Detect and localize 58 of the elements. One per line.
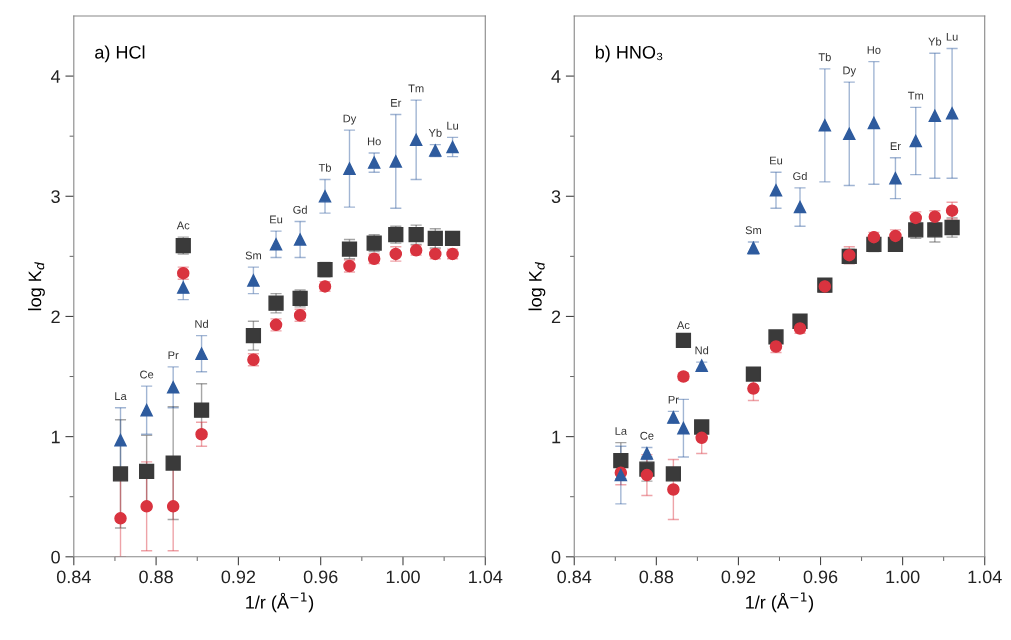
y-tick-label: 0 bbox=[51, 550, 60, 564]
x-tick-label: 0.96 bbox=[803, 570, 838, 584]
annotation: Lu bbox=[447, 121, 459, 130]
annotation: Yb bbox=[428, 128, 442, 137]
y-tick-label: 4 bbox=[551, 70, 561, 83]
annotation: Gd bbox=[793, 171, 807, 181]
annotation: Lu bbox=[946, 32, 958, 41]
annotation: Dy bbox=[343, 114, 357, 125]
annotation: Sm bbox=[245, 251, 262, 260]
annotation: Er bbox=[391, 99, 402, 107]
text: b) HNO₃ bbox=[595, 45, 663, 63]
annotation: Tm bbox=[907, 91, 924, 100]
annotation: La bbox=[615, 427, 628, 435]
y-tick-label: 3 bbox=[51, 190, 60, 203]
y-tick-label: 2 bbox=[551, 310, 561, 323]
x-axis-title: 1/r (Å$^{−1}$) bbox=[246, 592, 314, 613]
x-tick-label: 0.96 bbox=[303, 570, 338, 584]
x-tick-label: 0.84 bbox=[56, 570, 91, 584]
annotation: Eu bbox=[770, 156, 783, 165]
y-tick-label: 0 bbox=[551, 550, 561, 564]
annotation: Nd bbox=[695, 346, 709, 355]
y-tick-label: 4 bbox=[50, 70, 61, 83]
annotation: Nd bbox=[195, 319, 208, 328]
annotation: Gd bbox=[293, 205, 307, 214]
y-tick-label: 1 bbox=[552, 430, 561, 444]
annotation: Ce bbox=[640, 431, 654, 440]
annotation: Tm bbox=[408, 84, 424, 93]
x-tick-label: 0.88 bbox=[639, 570, 674, 584]
annotation: Eu bbox=[270, 215, 283, 224]
annotation: Ce bbox=[140, 370, 154, 379]
y-axis-title: log K$_{d}$ bbox=[528, 262, 546, 311]
x-tick-label: 0.92 bbox=[221, 570, 256, 584]
annotation: Tb bbox=[318, 163, 332, 172]
x-tick-label: 0.88 bbox=[139, 570, 173, 584]
annotation: Sm bbox=[745, 226, 762, 235]
x-tick-label: 1.00 bbox=[886, 570, 920, 584]
x-tick-label: 1.04 bbox=[469, 570, 503, 584]
annotation: Ac bbox=[176, 221, 190, 230]
y-axis-title: log K$_{d}$ bbox=[28, 262, 45, 311]
annotation: Ho bbox=[367, 137, 381, 146]
x-axis-title: 1/r (Å$^{−1}$) bbox=[746, 592, 814, 613]
x-tick-label: 1.00 bbox=[386, 570, 420, 584]
text: a) HCl bbox=[95, 45, 145, 63]
x-tick-label: 0.92 bbox=[721, 570, 756, 584]
x-tick-label: 1.04 bbox=[968, 570, 1002, 584]
y-tick-label: 2 bbox=[51, 310, 60, 323]
annotation: La bbox=[115, 392, 127, 401]
annotation: Pr bbox=[668, 395, 679, 404]
annotation: Yb bbox=[928, 37, 942, 46]
y-tick-label: 3 bbox=[551, 190, 561, 203]
annotation: Ho bbox=[867, 46, 881, 54]
annotation: Er bbox=[890, 142, 901, 150]
annotation: Ac bbox=[676, 321, 690, 330]
y-tick-label: 1 bbox=[51, 430, 60, 444]
annotation: Dy bbox=[843, 66, 857, 77]
x-tick-label: 0.84 bbox=[557, 570, 592, 584]
annotation: Pr bbox=[168, 351, 179, 360]
annotation: Tb bbox=[818, 52, 831, 62]
